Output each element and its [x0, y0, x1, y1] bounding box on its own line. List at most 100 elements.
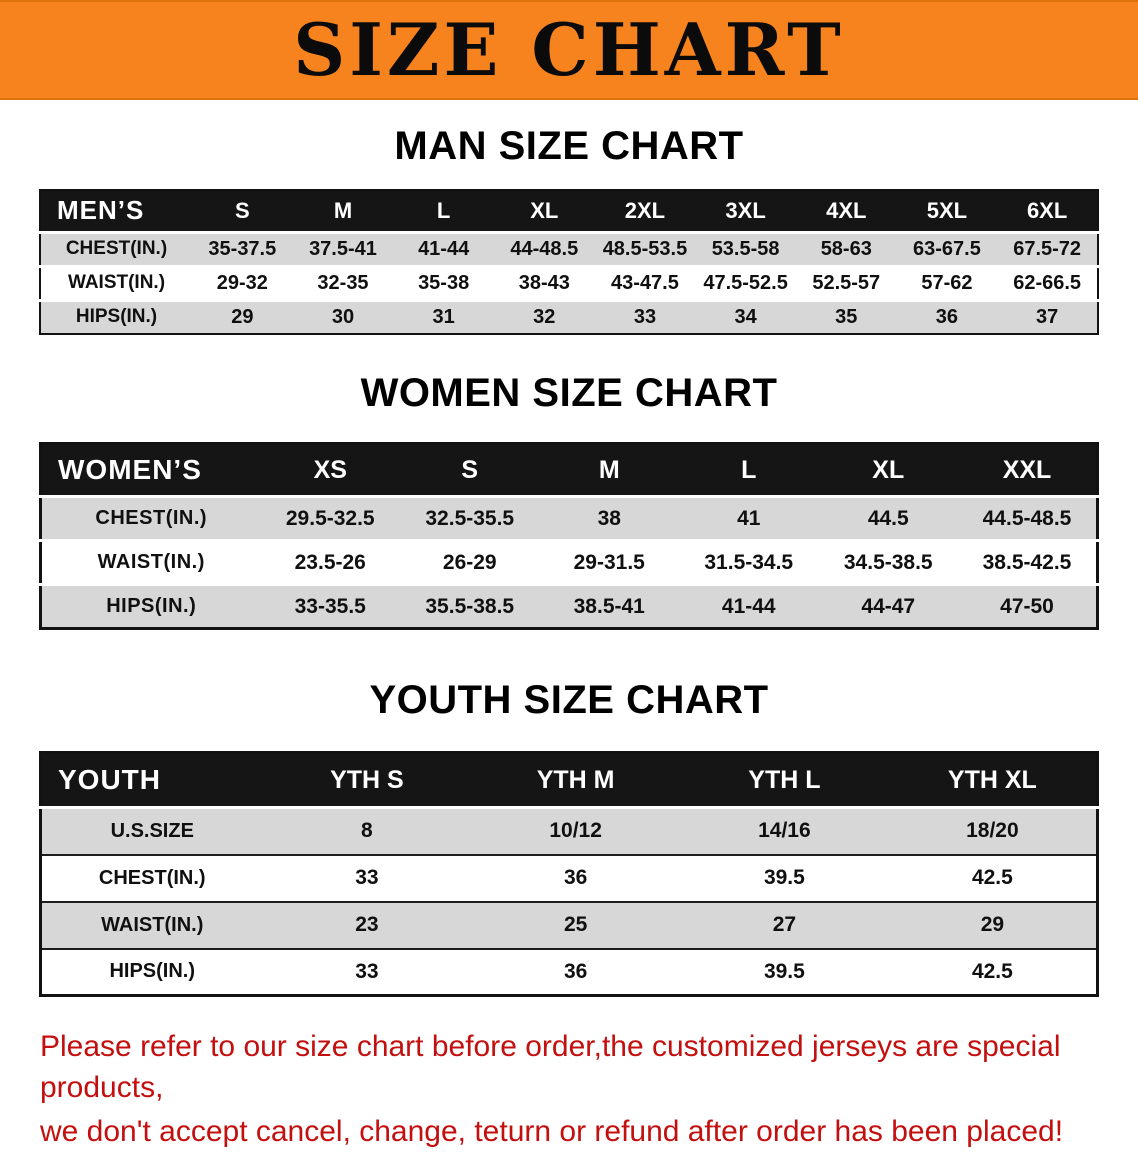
- table-title-cell: MEN’S: [40, 190, 192, 234]
- women-section-heading: WOMEN SIZE CHART: [360, 371, 778, 415]
- value-cell: 23.5-26: [260, 540, 400, 586]
- table-row: HIPS(IN.) 33 36 39.5 42.5: [40, 948, 1098, 996]
- value-cell: 25: [471, 901, 680, 950]
- size-header-cell: S: [400, 443, 540, 498]
- size-header-cell: 2XL: [594, 190, 696, 234]
- row-label-cell: CHEST(IN.): [40, 232, 192, 268]
- row-label-cell: WAIST(IN.): [40, 540, 261, 586]
- value-cell: 35: [835, 305, 858, 328]
- value-cell: 33: [355, 959, 379, 983]
- value-cell: 35-37.5: [192, 232, 293, 268]
- value-cell: 67.5-72: [997, 232, 1098, 268]
- value-cell: 36: [563, 959, 588, 983]
- value-cell: 23: [262, 901, 472, 950]
- value-cell: 63-67.5: [896, 232, 998, 268]
- value-cell: 35.5-38.5: [425, 594, 515, 618]
- value-cell: 44.5-48.5: [958, 496, 1098, 542]
- value-cell: 57-62: [896, 266, 998, 302]
- table-title-cell: YOUTH: [40, 752, 263, 809]
- value-cell: 34.5-38.5: [818, 540, 958, 586]
- value-cell: 58-63: [795, 232, 897, 268]
- women-size-section: WOMEN SIZE CHART WOMEN’S XS S M L XL XXL CHEST(…: [0, 371, 1138, 630]
- value-cell: 44-48.5: [493, 232, 595, 268]
- value-cell: 37: [1036, 305, 1059, 328]
- table-row: U.S.SIZE 8 10/12 14/16 18/20: [40, 807, 1098, 856]
- size-header-cell: 5XL: [896, 190, 998, 234]
- size-header-cell: M: [292, 190, 394, 234]
- value-cell: 31: [432, 305, 455, 328]
- value-cell: 33: [633, 305, 657, 328]
- value-cell: 38.5-42.5: [958, 540, 1098, 586]
- row-label-cell: WAIST(IN.): [40, 266, 192, 302]
- table-body: U.S.SIZE 8 10/12 14/16 18/20 CHEST(IN.) 33 36 39…: [40, 807, 1098, 996]
- value-cell: 32-35: [292, 266, 394, 302]
- table-row: CHEST(IN.) 33 36 39.5 42.5: [40, 854, 1098, 903]
- value-cell: 8: [262, 807, 472, 856]
- value-cell: 29: [231, 305, 254, 328]
- value-cell: 10/12: [471, 807, 680, 856]
- value-cell: 47-50: [1000, 594, 1054, 618]
- value-cell: 14/16: [680, 807, 889, 856]
- size-header-cell: 3XL: [695, 190, 796, 234]
- value-cell: 44-47: [861, 594, 916, 618]
- value-cell: 47.5-52.5: [695, 266, 796, 302]
- table-title-cell: WOMEN’S: [40, 443, 261, 498]
- value-cell: 41-44: [393, 232, 494, 268]
- size-header-cell: YTH S: [262, 752, 472, 809]
- size-header-cell: XS: [260, 443, 400, 498]
- value-cell: 38: [539, 496, 679, 542]
- value-cell: 42.5: [888, 854, 1098, 903]
- size-header-cell: L: [393, 190, 494, 234]
- row-label-cell: HIPS(IN.): [75, 306, 158, 328]
- header-row: WOMEN’S XS S M L XL XXL: [40, 443, 1098, 498]
- value-cell: 52.5-57: [795, 266, 897, 302]
- value-cell: 38.5-41: [573, 594, 645, 618]
- value-cell: 26-29: [400, 540, 540, 586]
- table-body: CHEST(IN.) 35-37.5 37.5-41 41-44 44-48.5 48.5…: [40, 232, 1098, 334]
- women-size-table: WOMEN’S XS S M L XL XXL CHEST(IN.) 29.5-32.5 32.5…: [39, 442, 1099, 630]
- table-row: HIPS(IN.) 33-35.5 35.5-38.5 38.5-41 41-44 44-…: [40, 584, 1098, 629]
- value-cell: 31.5-34.5: [679, 540, 819, 586]
- size-header-cell: 6XL: [997, 190, 1098, 234]
- youth-section-heading: YOUTH SIZE CHART: [369, 678, 769, 722]
- note-line-2: we don't accept cancel, change, teturn o…: [40, 1115, 1064, 1148]
- row-label-cell: U.S.SIZE: [40, 807, 263, 856]
- value-cell: 62-66.5: [997, 266, 1098, 302]
- value-cell: 32.5-35.5: [400, 496, 540, 542]
- table-row: CHEST(IN.) 35-37.5 37.5-41 41-44 44-48.5 48.5…: [40, 232, 1098, 268]
- size-header-cell: XL: [818, 443, 958, 498]
- note-line-1: Please refer to our size chart before or…: [40, 1030, 1061, 1104]
- value-cell: 29.5-32.5: [260, 496, 400, 542]
- header-row: MEN’S S M L XL 2XL 3XL 4XL 5XL 6XL: [40, 190, 1098, 234]
- youth-size-section: YOUTH SIZE CHART YOUTH YTH S YTH M YTH L YTH…: [0, 678, 1138, 997]
- page-title: SIZE CHART: [293, 7, 845, 92]
- size-header-cell: L: [679, 443, 819, 498]
- header-row: YOUTH YTH S YTH M YTH L YTH XL: [40, 752, 1098, 809]
- value-cell: 44.5: [818, 496, 958, 542]
- value-cell: 33-35.5: [294, 594, 366, 618]
- table-header: MEN’S S M L XL 2XL 3XL 4XL 5XL 6XL: [40, 190, 1098, 234]
- men-size-table: MEN’S S M L XL 2XL 3XL 4XL 5XL 6XL CHEST(IN.) 35-37…: [39, 189, 1099, 335]
- value-cell: 29-31.5: [539, 540, 679, 586]
- value-cell: 18/20: [888, 807, 1098, 856]
- value-cell: 37.5-41: [292, 232, 394, 268]
- table-row: HIPS(IN.) 29 30 31 32 33 34 35 36 37: [40, 300, 1098, 334]
- size-header-cell: S: [192, 190, 293, 234]
- value-cell: 42.5: [971, 959, 1013, 983]
- value-cell: 32: [533, 305, 556, 328]
- value-cell: 53.5-58: [695, 232, 796, 268]
- size-header-cell: XL: [493, 190, 595, 234]
- value-cell: 36: [471, 854, 680, 903]
- value-cell: 39.5: [680, 854, 889, 903]
- value-cell: 30: [331, 305, 355, 328]
- value-cell: 29: [888, 901, 1098, 950]
- men-size-section: MAN SIZE CHART MEN’S S M L XL 2XL 3XL 4XL 5XL 6XL…: [0, 124, 1138, 335]
- value-cell: 38-43: [493, 266, 595, 302]
- row-label-cell: CHEST(IN.): [40, 854, 263, 903]
- footer-note: Please refer to our size chart before or…: [40, 1027, 1098, 1153]
- value-cell: 43-47.5: [594, 266, 696, 302]
- size-header-cell: M: [539, 443, 679, 498]
- banner: SIZE CHART: [0, 0, 1138, 100]
- size-header-cell: XXL: [958, 443, 1098, 498]
- value-cell: 39.5: [763, 959, 805, 983]
